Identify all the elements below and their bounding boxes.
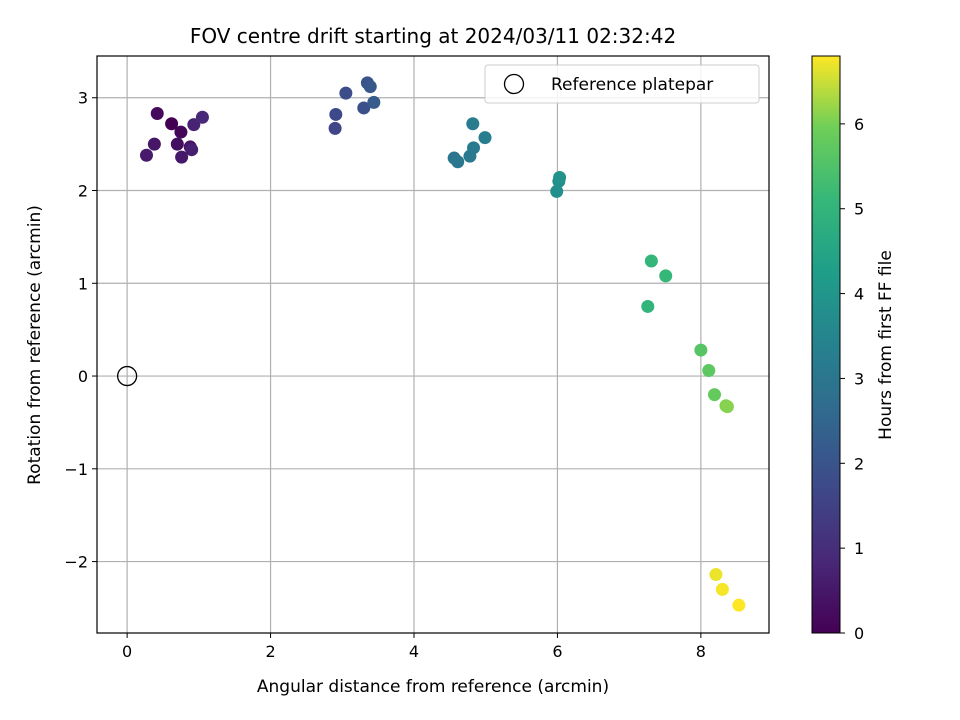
colorbar-tick-label: 5 <box>854 200 864 219</box>
legend-box <box>484 64 760 104</box>
x-tick-label: 8 <box>696 642 706 661</box>
colorbar-label: Hours from first FF file <box>876 250 896 440</box>
y-tick-label: 3 <box>78 89 88 108</box>
data-point <box>550 184 564 198</box>
reference-marker <box>116 365 138 387</box>
data-point <box>175 150 189 164</box>
reference-platepar-marker <box>116 365 138 387</box>
data-point <box>367 95 381 109</box>
data-point <box>195 110 209 124</box>
x-axis-ticks: 0 2 4 6 8 <box>122 633 706 661</box>
y-tick-label: 1 <box>78 274 88 293</box>
colorbar-tick-label: 6 <box>854 115 864 134</box>
data-point <box>174 125 188 139</box>
x-tick-label: 4 <box>409 642 419 661</box>
legend-label: Reference platepar <box>551 75 713 95</box>
colorbar: 0 1 2 3 4 5 6 Hours from first FF file <box>811 55 896 643</box>
legend-marker-icon <box>503 73 525 95</box>
data-point <box>478 131 492 145</box>
y-tick-label: 0 <box>78 367 88 386</box>
data-point <box>170 137 184 151</box>
data-point <box>139 148 153 162</box>
y-axis-label: Rotation from reference (arcmin) <box>25 205 45 485</box>
data-point <box>187 118 201 132</box>
data-point <box>467 141 481 155</box>
plot-area-frame <box>96 55 770 634</box>
y-tick-label: −2 <box>64 553 88 572</box>
data-point <box>185 143 199 157</box>
data-point <box>466 117 480 131</box>
colorbar-tick-label: 4 <box>854 285 864 304</box>
data-point <box>641 299 655 313</box>
data-point <box>363 80 377 94</box>
colorbar-tick-label: 1 <box>854 539 864 558</box>
colorbar-tick-label: 3 <box>854 369 864 388</box>
data-point <box>339 86 353 100</box>
chart-title: FOV centre drift starting at 2024/03/11 … <box>190 24 676 48</box>
data-point <box>659 269 673 283</box>
y-axis-ticks: −2 −1 0 1 2 3 <box>64 89 97 572</box>
data-point <box>553 171 567 185</box>
data-point <box>357 101 371 115</box>
x-tick-label: 6 <box>552 642 562 661</box>
colorbar-gradient <box>811 55 841 634</box>
grid <box>97 56 769 633</box>
colorbar-tick-label: 0 <box>854 624 864 643</box>
y-tick-label: 2 <box>78 182 88 201</box>
data-point <box>720 400 734 414</box>
data-point <box>702 363 716 377</box>
colorbar-ticks: 0 1 2 3 4 5 6 <box>840 115 864 643</box>
data-point <box>329 107 343 121</box>
data-point <box>709 568 723 582</box>
data-point <box>732 598 746 612</box>
data-point <box>707 388 721 402</box>
data-point <box>694 343 708 357</box>
data-point <box>451 155 465 169</box>
legend: Reference platepar <box>484 64 760 104</box>
data-points <box>139 76 746 612</box>
y-tick-label: −1 <box>64 460 88 479</box>
data-point <box>147 137 161 151</box>
x-axis-label: Angular distance from reference (arcmin) <box>257 677 609 697</box>
data-point <box>328 121 342 135</box>
data-point <box>715 582 729 596</box>
colorbar-tick-label: 2 <box>854 454 864 473</box>
data-point <box>165 117 179 131</box>
data-point <box>644 254 658 268</box>
x-tick-label: 2 <box>265 642 275 661</box>
data-point <box>150 107 164 121</box>
x-tick-label: 0 <box>122 642 132 661</box>
